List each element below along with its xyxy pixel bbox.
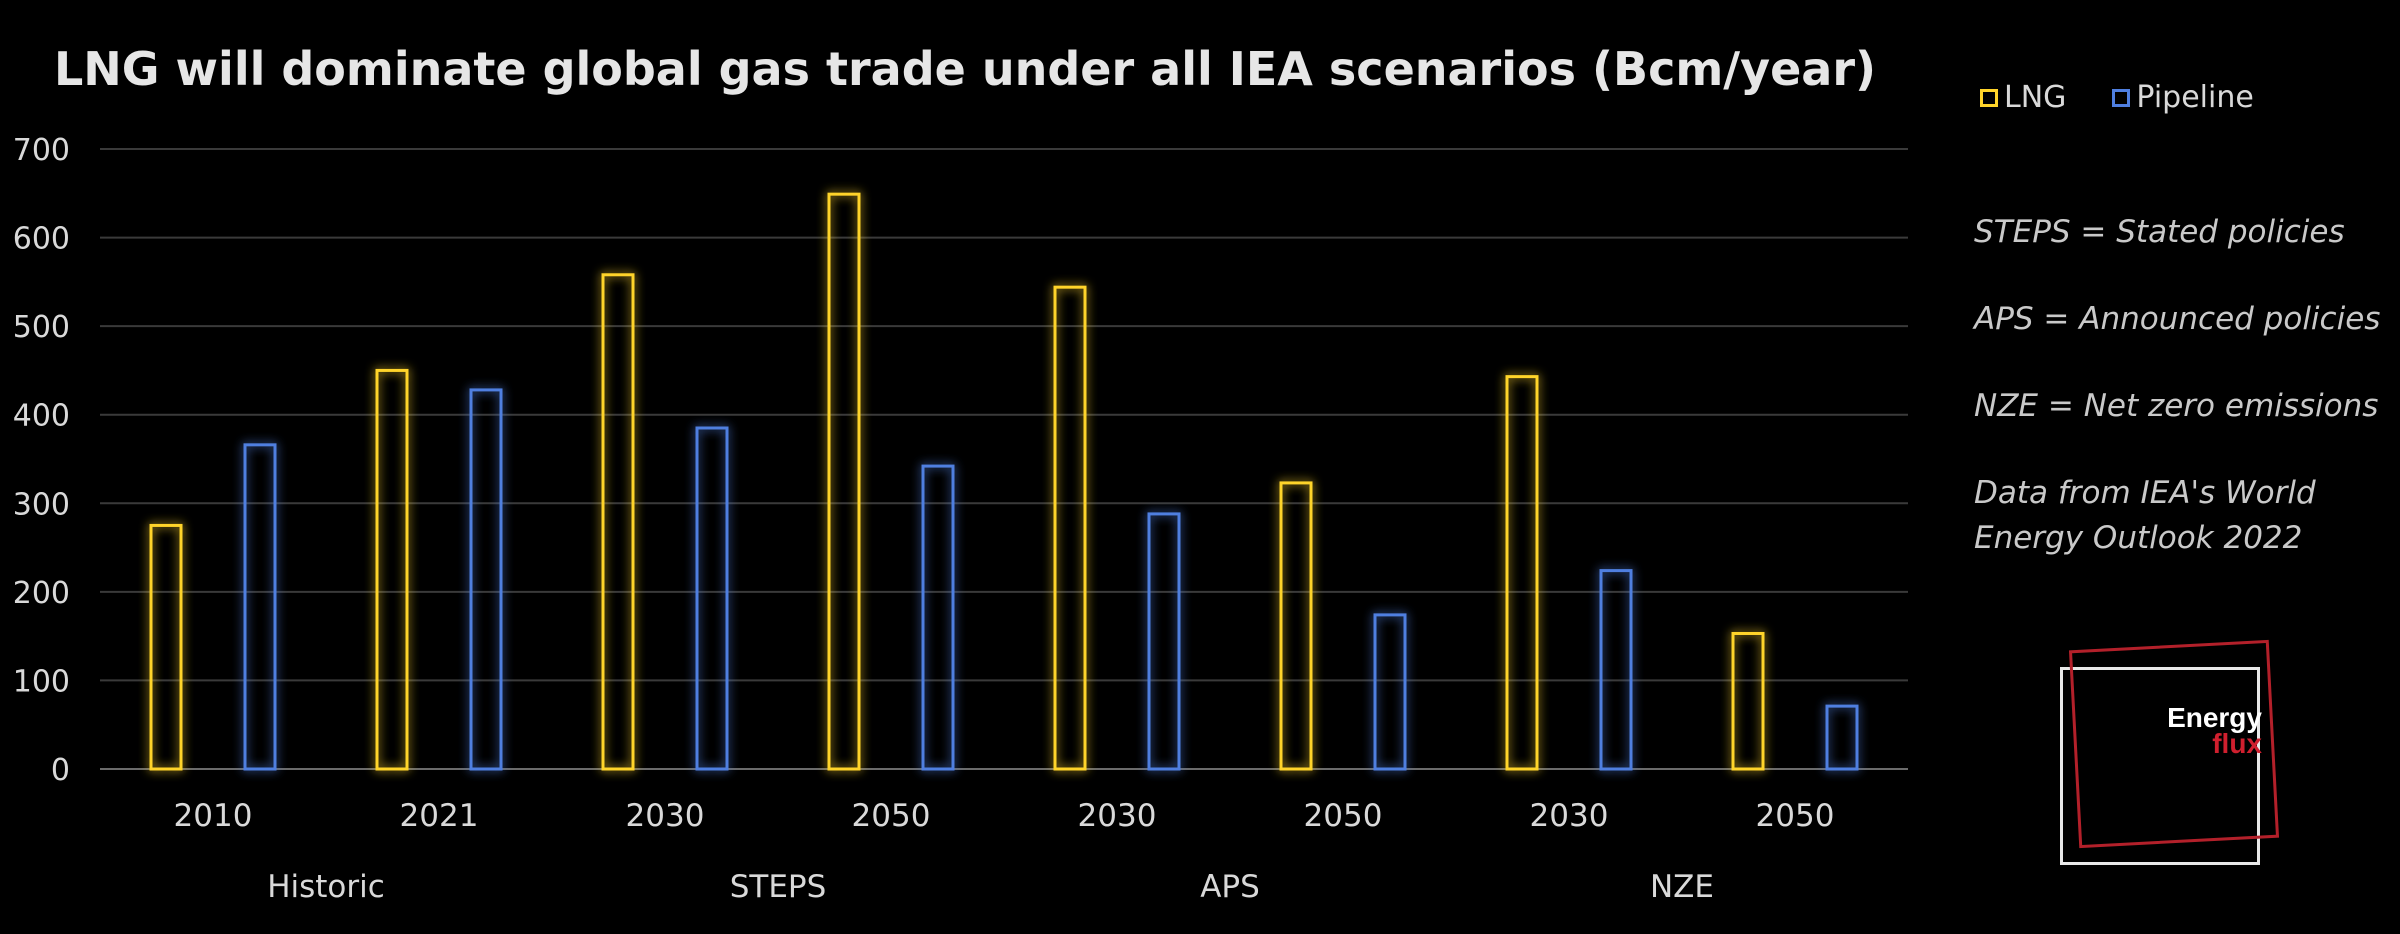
x-tick-label-1: 2021	[400, 798, 479, 834]
legend-item-lng: LNG	[1980, 80, 2066, 115]
legend-swatch-lng	[1980, 88, 1998, 107]
logo-word-energy: Energy	[2167, 702, 2262, 733]
note-nze: NZE = Net zero emissions	[1974, 388, 2379, 424]
bar-lng-6	[1505, 375, 1539, 771]
y-tick-label-0: 0	[51, 753, 70, 788]
y-tick-label-300: 300	[13, 487, 70, 522]
group-label-historic: Historic	[267, 869, 385, 905]
x-tick-label-0: 2010	[174, 798, 253, 834]
energyflux-logo: Energy flux	[2060, 639, 2286, 875]
note-source: Data from IEA's World Energy Outlook 202…	[1974, 475, 2316, 556]
bar-pipeline-5	[1373, 613, 1407, 771]
y-tick-label-100: 100	[13, 664, 70, 699]
logo-frame-white	[2060, 667, 2260, 865]
bar-pipeline-2	[695, 426, 729, 771]
notes-panel: STEPS = Stated policies APS = Announced …	[1974, 210, 2384, 603]
logo-text: Energy flux	[2152, 702, 2262, 759]
note-aps: APS = Announced policies	[1974, 301, 2381, 337]
bar-lng-4	[1053, 285, 1087, 771]
bar-pipeline-1	[469, 388, 503, 771]
group-label-steps: STEPS	[730, 869, 827, 905]
group-label-aps: APS	[1200, 869, 1260, 905]
bar-lng-2	[601, 273, 635, 771]
legend-item-pipeline: Pipeline	[2112, 80, 2254, 115]
y-tick-label-500: 500	[13, 310, 70, 345]
y-tick-label-400: 400	[13, 399, 70, 434]
x-tick-label-6: 2030	[1530, 798, 1609, 834]
bar-lng-7	[1731, 631, 1765, 771]
x-tick-label-2: 2030	[626, 798, 705, 834]
x-tick-label-7: 2050	[1756, 798, 1835, 834]
x-tick-label-5: 2050	[1304, 798, 1383, 834]
y-tick-label-200: 200	[13, 576, 70, 611]
bar-pipeline-0	[243, 443, 277, 771]
x-tick-label-3: 2050	[852, 798, 931, 834]
legend-label-pipeline: Pipeline	[2136, 80, 2254, 115]
chart-title: LNG will dominate global gas trade under…	[53, 42, 1877, 96]
y-tick-label-600: 600	[13, 222, 70, 257]
y-tick-label-700: 700	[13, 133, 70, 168]
bar-lng-1	[375, 368, 409, 771]
logo-word-flux: flux	[2212, 728, 2262, 759]
legend-swatch-pipeline	[2112, 88, 2131, 107]
x-tick-label-4: 2030	[1078, 798, 1157, 834]
bar-chart: 0 100 200 300 400 500 600 700 2010 2021 2030 2050 20…	[13, 133, 1908, 905]
bar-pipeline-3	[921, 464, 955, 771]
bar-lng-3	[827, 192, 861, 771]
bar-pipeline-4	[1147, 512, 1181, 771]
bar-lng-5	[1279, 481, 1313, 771]
bar-pipeline-7	[1825, 704, 1859, 771]
bar-pipeline-6	[1599, 569, 1633, 771]
bar-lng-0	[149, 523, 183, 771]
legend: LNG Pipeline	[1980, 80, 2254, 115]
legend-label-lng: LNG	[2004, 80, 2067, 115]
group-label-nze: NZE	[1650, 869, 1714, 905]
note-steps: STEPS = Stated policies	[1974, 214, 2345, 250]
